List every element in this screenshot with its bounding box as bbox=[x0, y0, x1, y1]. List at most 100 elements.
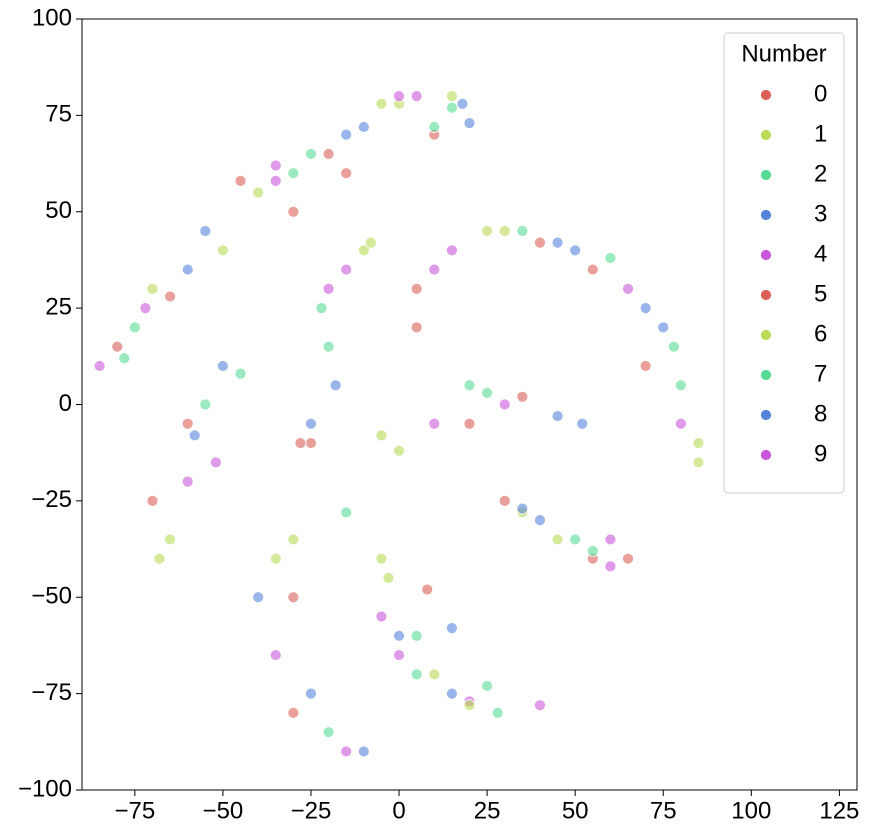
point bbox=[128, 321, 141, 334]
point bbox=[164, 533, 176, 546]
y-tick-label: 75 bbox=[45, 101, 72, 128]
point bbox=[188, 429, 201, 442]
point bbox=[118, 352, 131, 365]
point bbox=[445, 687, 458, 700]
legend-label: 4 bbox=[814, 240, 827, 267]
point bbox=[481, 387, 494, 399]
point bbox=[463, 117, 476, 129]
point bbox=[375, 429, 388, 442]
point bbox=[551, 236, 564, 249]
point bbox=[639, 360, 652, 372]
x-tick-label: −75 bbox=[114, 797, 155, 824]
point bbox=[692, 437, 705, 449]
point bbox=[340, 128, 353, 141]
point bbox=[534, 514, 546, 527]
point bbox=[674, 417, 687, 430]
point bbox=[604, 560, 617, 573]
point bbox=[322, 282, 335, 295]
point bbox=[393, 649, 405, 661]
y-tick-label: 100 bbox=[32, 4, 72, 31]
point bbox=[340, 167, 353, 180]
point bbox=[674, 379, 687, 392]
point bbox=[375, 552, 388, 565]
point bbox=[428, 417, 441, 430]
point bbox=[491, 707, 504, 719]
legend-label: 2 bbox=[814, 160, 827, 187]
point bbox=[357, 121, 370, 133]
legend-swatch bbox=[760, 169, 772, 181]
point bbox=[364, 236, 377, 249]
point bbox=[516, 390, 529, 403]
point bbox=[551, 410, 564, 422]
legend-label: 7 bbox=[814, 360, 827, 387]
point bbox=[252, 591, 265, 604]
point bbox=[329, 379, 342, 392]
legend-label: 5 bbox=[814, 280, 827, 307]
point bbox=[576, 417, 589, 430]
point bbox=[569, 533, 582, 546]
legend-swatch bbox=[760, 129, 772, 141]
point bbox=[217, 360, 229, 372]
point bbox=[375, 610, 388, 623]
point bbox=[551, 533, 564, 546]
point bbox=[340, 263, 353, 276]
point bbox=[498, 494, 511, 507]
y-tick-label: 0 bbox=[59, 390, 72, 417]
x-tick-label: 75 bbox=[650, 797, 677, 824]
point bbox=[445, 622, 458, 634]
point bbox=[139, 302, 152, 315]
point bbox=[181, 475, 194, 488]
legend-label: 0 bbox=[814, 80, 827, 107]
point bbox=[463, 417, 476, 430]
point bbox=[209, 456, 222, 469]
legend-label: 9 bbox=[814, 440, 827, 467]
point bbox=[199, 225, 212, 237]
point bbox=[357, 745, 370, 758]
legend-label: 8 bbox=[814, 400, 827, 427]
point bbox=[604, 252, 617, 264]
x-tick-label: −50 bbox=[203, 797, 244, 824]
point bbox=[287, 591, 300, 604]
point bbox=[456, 97, 469, 110]
point bbox=[393, 90, 405, 102]
point bbox=[234, 175, 247, 187]
y-tick-label: −25 bbox=[31, 486, 72, 513]
point bbox=[181, 417, 194, 430]
point bbox=[181, 263, 194, 276]
y-tick-label: −75 bbox=[31, 679, 72, 706]
point bbox=[410, 629, 423, 642]
point bbox=[410, 321, 423, 334]
legend-label: 6 bbox=[814, 320, 827, 347]
x-tick-label: −25 bbox=[291, 797, 332, 824]
point bbox=[287, 167, 300, 180]
point bbox=[622, 552, 634, 565]
legend-swatch bbox=[760, 369, 772, 381]
y-tick-label: 25 bbox=[45, 293, 72, 320]
x-tick-label: 50 bbox=[562, 797, 589, 824]
x-tick-label: 0 bbox=[392, 797, 405, 824]
point bbox=[322, 148, 335, 160]
point bbox=[667, 340, 680, 353]
point bbox=[534, 236, 546, 249]
point bbox=[111, 340, 124, 353]
point bbox=[269, 649, 282, 661]
point bbox=[199, 398, 212, 411]
point bbox=[252, 186, 265, 199]
point bbox=[305, 437, 317, 449]
point bbox=[481, 680, 494, 692]
point bbox=[586, 263, 599, 276]
point bbox=[146, 282, 159, 295]
legend-box bbox=[723, 32, 845, 494]
point bbox=[534, 699, 546, 712]
point bbox=[382, 572, 395, 584]
point bbox=[93, 360, 106, 372]
point bbox=[357, 244, 370, 257]
point bbox=[604, 533, 617, 546]
legend-swatch bbox=[760, 89, 772, 101]
legend-title: Number bbox=[741, 40, 826, 67]
point bbox=[322, 726, 335, 739]
legend-label: 1 bbox=[814, 120, 827, 147]
point bbox=[622, 282, 634, 295]
y-tick-label: 50 bbox=[45, 197, 72, 224]
